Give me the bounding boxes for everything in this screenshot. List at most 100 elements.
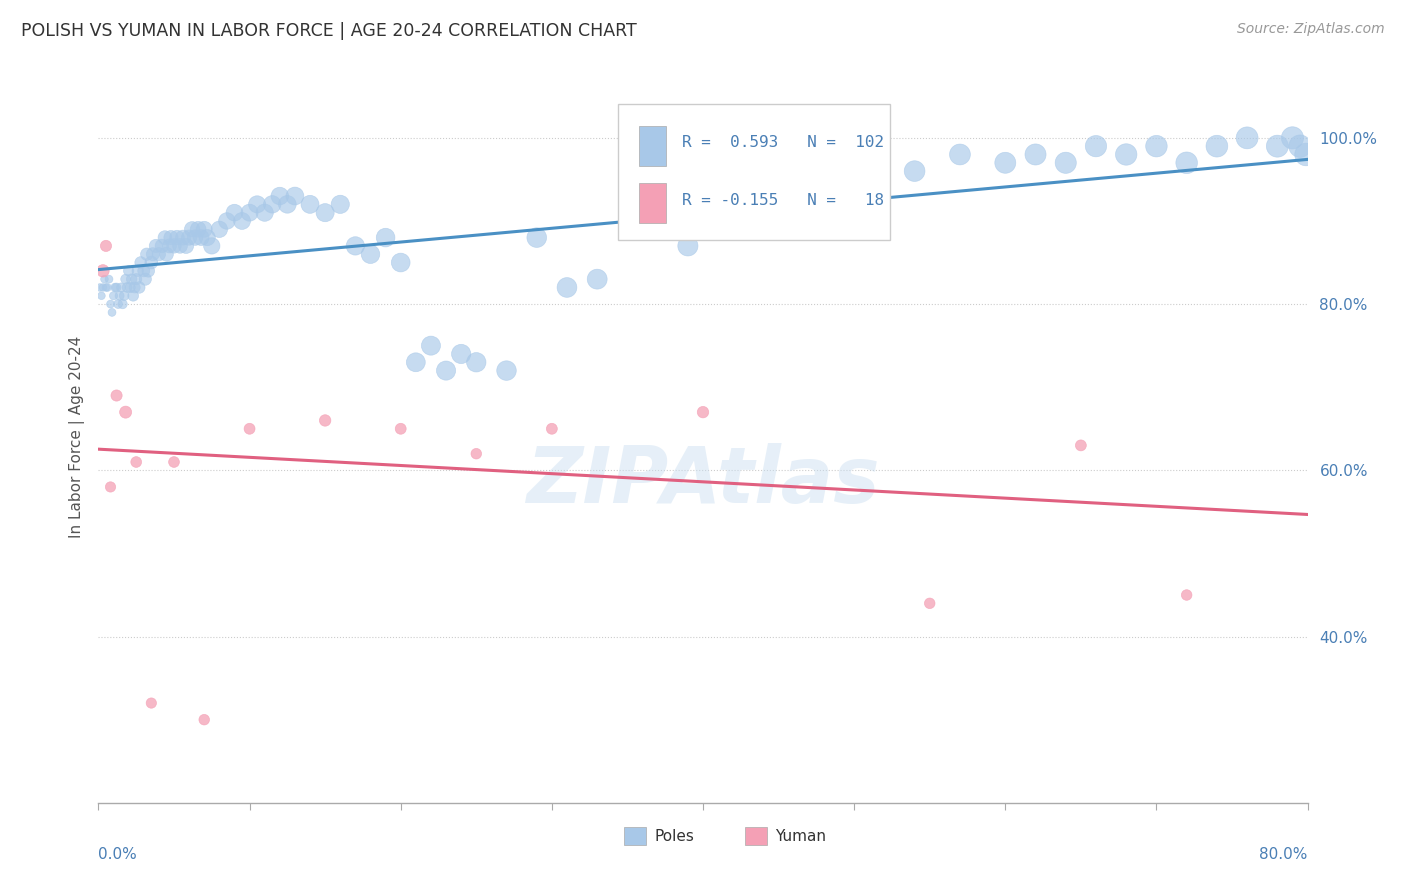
- Point: [111, 297, 134, 311]
- Point: [1144, 139, 1167, 153]
- Point: [201, 239, 224, 253]
- Point: [434, 363, 457, 377]
- Point: [314, 205, 336, 219]
- Point: [101, 305, 124, 319]
- Point: [389, 422, 412, 436]
- Point: [141, 696, 163, 710]
- Point: [118, 264, 141, 278]
- Point: [172, 230, 194, 244]
- Text: R =  0.593   N =  102: R = 0.593 N = 102: [682, 135, 884, 150]
- Point: [314, 413, 336, 427]
- Y-axis label: In Labor Force | Age 20-24: In Labor Force | Age 20-24: [69, 336, 84, 538]
- Point: [91, 280, 114, 294]
- FancyBboxPatch shape: [745, 827, 768, 846]
- Point: [129, 255, 152, 269]
- Point: [994, 156, 1017, 170]
- Point: [858, 156, 880, 170]
- Point: [89, 280, 111, 294]
- Point: [166, 230, 188, 244]
- Point: [179, 230, 201, 244]
- Point: [160, 230, 183, 244]
- Point: [1024, 147, 1046, 161]
- Point: [125, 455, 148, 469]
- Point: [94, 280, 117, 294]
- Point: [1289, 139, 1312, 153]
- Point: [1206, 139, 1229, 153]
- Point: [555, 280, 578, 294]
- Point: [150, 239, 173, 253]
- Point: [239, 205, 262, 219]
- Point: [141, 255, 163, 269]
- Point: [768, 172, 790, 186]
- Point: [115, 280, 138, 294]
- Point: [96, 280, 118, 294]
- Point: [676, 239, 699, 253]
- Point: [193, 222, 215, 236]
- Point: [135, 247, 157, 261]
- Point: [239, 422, 262, 436]
- Point: [125, 272, 148, 286]
- Point: [723, 189, 745, 203]
- Point: [813, 180, 835, 194]
- Text: POLISH VS YUMAN IN LABOR FORCE | AGE 20-24 CORRELATION CHART: POLISH VS YUMAN IN LABOR FORCE | AGE 20-…: [21, 22, 637, 40]
- Point: [253, 205, 276, 219]
- Point: [246, 197, 269, 211]
- Point: [153, 230, 176, 244]
- Text: 0.0%: 0.0%: [98, 847, 138, 862]
- Point: [100, 480, 122, 494]
- Point: [262, 197, 284, 211]
- Point: [450, 347, 472, 361]
- Point: [1236, 131, 1258, 145]
- Point: [114, 405, 136, 419]
- Text: R = -0.155   N =   18: R = -0.155 N = 18: [682, 194, 884, 209]
- Point: [374, 230, 396, 244]
- Point: [114, 272, 136, 286]
- Point: [134, 272, 156, 286]
- Point: [631, 180, 654, 194]
- Point: [159, 239, 181, 253]
- Point: [231, 214, 253, 228]
- Point: [124, 280, 146, 294]
- Point: [163, 455, 186, 469]
- Point: [193, 713, 215, 727]
- Text: ZIPAtlas: ZIPAtlas: [526, 443, 880, 519]
- Point: [1175, 588, 1198, 602]
- Point: [169, 239, 191, 253]
- Point: [1175, 156, 1198, 170]
- Point: [107, 297, 129, 311]
- Point: [405, 355, 427, 369]
- Text: Poles: Poles: [655, 829, 695, 844]
- FancyBboxPatch shape: [619, 104, 890, 240]
- Text: Yuman: Yuman: [776, 829, 827, 844]
- Point: [1085, 139, 1108, 153]
- Point: [100, 297, 122, 311]
- Point: [284, 189, 307, 203]
- Point: [190, 230, 212, 244]
- Point: [94, 239, 117, 253]
- Point: [184, 230, 207, 244]
- Point: [540, 422, 562, 436]
- Point: [420, 339, 443, 353]
- Point: [103, 289, 125, 303]
- Point: [195, 230, 218, 244]
- Point: [1281, 131, 1303, 145]
- Point: [90, 289, 112, 303]
- Point: [495, 363, 517, 377]
- Point: [181, 222, 204, 236]
- Point: [142, 247, 165, 261]
- Point: [187, 222, 209, 236]
- Point: [1295, 147, 1317, 161]
- Point: [108, 289, 131, 303]
- Point: [692, 405, 714, 419]
- Point: [949, 147, 972, 161]
- Point: [174, 239, 197, 253]
- Point: [526, 230, 548, 244]
- Point: [155, 247, 177, 261]
- Point: [329, 197, 352, 211]
- Point: [918, 596, 941, 610]
- Point: [586, 272, 609, 286]
- Point: [91, 264, 114, 278]
- Point: [110, 280, 132, 294]
- Point: [104, 280, 127, 294]
- Point: [344, 239, 367, 253]
